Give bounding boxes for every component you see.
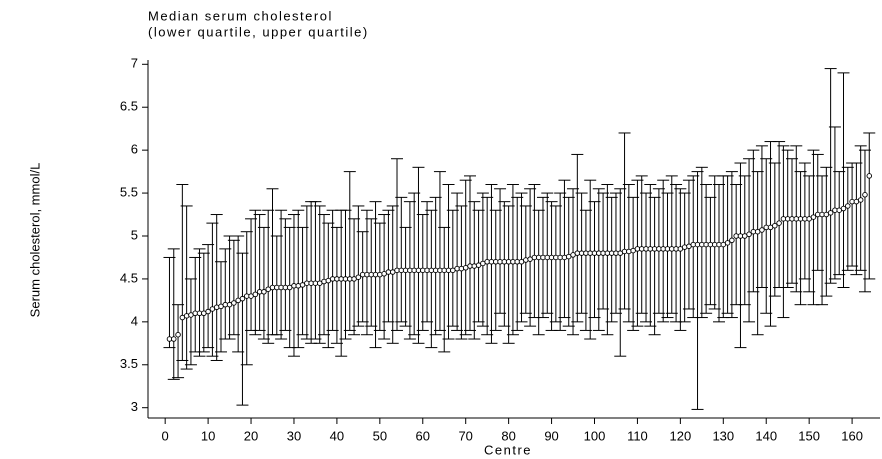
median-point xyxy=(759,227,765,233)
chart-title: Median serum cholesterol xyxy=(148,8,333,23)
x-tick-label: 150 xyxy=(798,428,820,443)
y-tick-label: 4 xyxy=(131,313,138,328)
x-tick-label: 130 xyxy=(712,428,734,443)
x-tick-label: 120 xyxy=(670,428,692,443)
y-tick-label: 5 xyxy=(131,227,138,242)
x-tick-label: 0 xyxy=(162,428,169,443)
y-tick-label: 7 xyxy=(131,56,138,71)
y-axis-label: Serum cholesterol, mmol/L xyxy=(27,163,42,318)
x-tick-label: 100 xyxy=(584,428,606,443)
y-tick-label: 5.5 xyxy=(120,185,138,200)
median-point xyxy=(840,205,847,212)
median-point xyxy=(458,265,465,272)
y-tick-label: 6.5 xyxy=(120,99,138,114)
x-tick-label: 90 xyxy=(544,428,558,443)
median-point xyxy=(471,263,478,269)
median-point xyxy=(355,274,362,280)
y-tick-label: 3 xyxy=(131,399,138,414)
median-point xyxy=(626,248,632,255)
median-point xyxy=(523,257,529,263)
median-point xyxy=(561,254,568,261)
x-tick-label: 80 xyxy=(501,428,515,443)
chart-subtitle: (lower quartile, upper quartile) xyxy=(148,24,369,39)
median-point xyxy=(205,308,211,315)
median-point xyxy=(213,304,220,311)
x-tick-label: 40 xyxy=(330,428,344,443)
median-point xyxy=(231,300,237,306)
median-point xyxy=(857,197,864,203)
x-tick-label: 140 xyxy=(755,428,777,443)
y-tick-label: 6 xyxy=(131,142,138,157)
x-tick-label: 160 xyxy=(841,428,863,443)
x-axis-label: Centre xyxy=(484,442,532,457)
y-tick-label: 3.5 xyxy=(120,356,138,371)
median-point xyxy=(862,192,868,198)
median-point xyxy=(776,220,782,226)
y-tick-label: 4.5 xyxy=(120,270,138,285)
median-point xyxy=(171,336,177,342)
median-point xyxy=(845,203,851,209)
x-tick-label: 10 xyxy=(201,428,215,443)
median-point xyxy=(729,237,735,244)
median-point xyxy=(321,278,327,285)
x-tick-label: 50 xyxy=(373,428,387,443)
median-point xyxy=(261,289,267,295)
median-point xyxy=(810,214,817,220)
x-tick-label: 70 xyxy=(458,428,472,443)
median-point xyxy=(866,173,873,179)
median-point xyxy=(827,210,834,216)
median-point xyxy=(175,331,181,338)
median-point xyxy=(183,313,190,319)
median-point xyxy=(239,295,246,302)
x-tick-label: 30 xyxy=(287,428,301,443)
median-point xyxy=(681,244,688,250)
x-tick-label: 60 xyxy=(416,428,430,443)
median-point xyxy=(252,291,259,298)
median-point xyxy=(377,271,383,278)
median-point xyxy=(295,283,302,289)
median-point xyxy=(724,240,731,246)
median-point xyxy=(772,222,778,229)
x-tick-label: 20 xyxy=(244,428,258,443)
x-tick-label: 110 xyxy=(627,428,648,443)
median-point xyxy=(746,231,752,238)
